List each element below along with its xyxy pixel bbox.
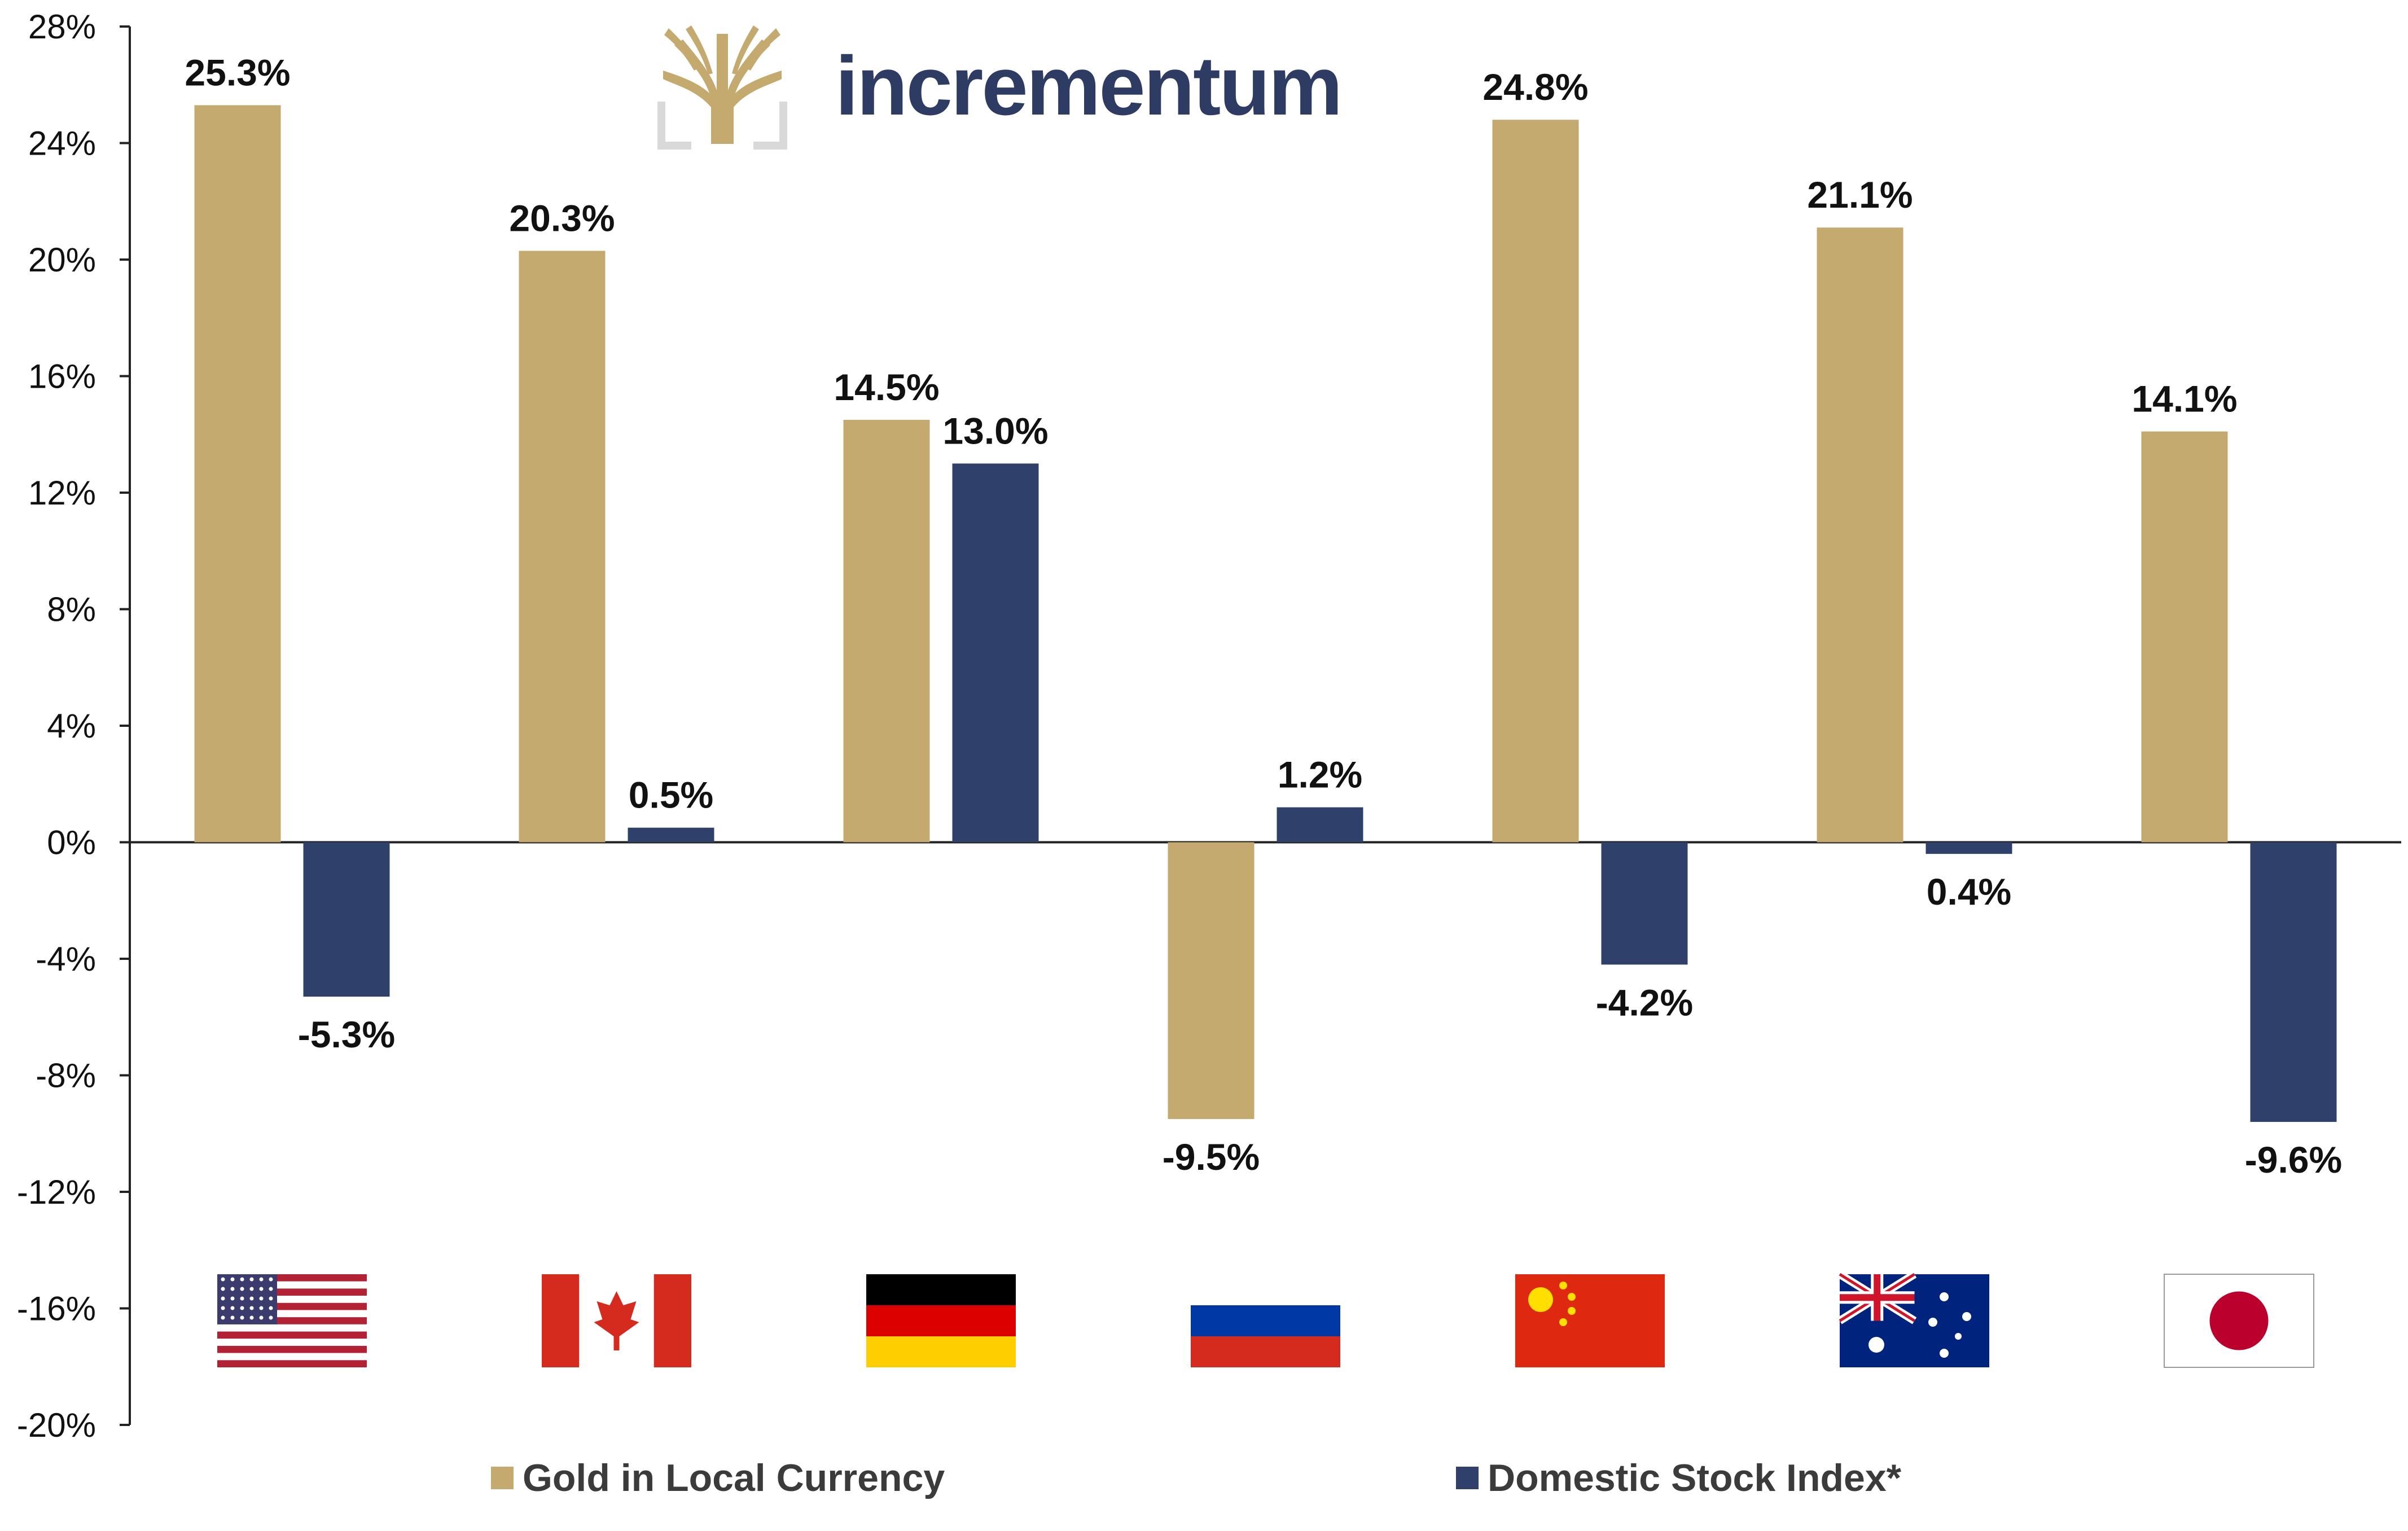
stock-data-label-4: 1.2% [1278,754,1362,796]
stock-bar-7 [2250,842,2337,1122]
y-tick-label: -4% [36,940,96,978]
stock-bar-3 [952,463,1039,843]
gold-data-label-1: 25.3% [185,51,290,93]
data-labels: 25.3% -5.3% 20.3% 0.5% 14.5%13.0% -9.5% 1.2% 24… [185,51,2342,1181]
gold-data-label-5: 24.8% [1482,66,1588,108]
y-tick-label: 12% [28,474,96,512]
gold-data-label-4: -9.5% [1163,1136,1260,1178]
legend-gold-label: Gold in Local Currency [523,1457,945,1499]
stock-data-label-2: 0.5% [629,774,713,816]
stock-data-label-6: 0.4% [1927,871,2011,913]
legend-gold-swatch [491,1467,514,1489]
legend-gold: Gold in Local Currency [491,1456,945,1500]
australia-flag-icon [1837,1271,1989,1367]
gold-data-label-7: 14.1% [2131,378,2237,420]
gold-bar-4 [1168,842,1255,1119]
canada-flag-icon [542,1274,691,1367]
china-flag-icon [1515,1274,1665,1367]
y-axis: 28% 24% 20% 16% 12% 8% 4% 0% -4% -8% -12% -16% -20% [17,8,2401,1444]
russia-flag-icon [1191,1274,1340,1367]
stock-data-label-3: 13.0% [942,410,1048,451]
stock-bar-1 [303,842,390,997]
stock-data-label-5: -4.2% [1596,981,1693,1023]
tree-logo-icon [657,25,787,150]
gold-bar-6 [1817,227,1903,843]
legend-stock-swatch [1456,1467,1479,1489]
y-tick-label: 24% [28,125,96,163]
gold-bar-1 [194,105,281,843]
stock-data-label-1: -5.3% [298,1014,395,1055]
incrementum-logo: incrementum [657,23,1343,150]
stock-bar-5 [1601,842,1688,965]
legend-stock: Domestic Stock Index* [1456,1456,1901,1500]
bars [194,105,2337,1122]
gold-bar-3 [843,419,930,843]
stock-bar-2 [628,827,714,843]
y-tick-label: 16% [28,358,96,396]
flag-row [217,1271,2314,1368]
y-tick-label: -16% [17,1290,96,1328]
stock-bar-4 [1277,807,1363,843]
legend-stock-label: Domestic Stock Index* [1488,1457,1902,1499]
y-tick-label: -12% [17,1173,96,1211]
brand-name: incrementum [835,40,1343,133]
y-tick-label: 0% [47,824,96,862]
gold-data-label-2: 20.3% [509,198,615,239]
y-tick-label: 8% [47,591,96,629]
stock-data-label-7: -9.6% [2245,1139,2342,1181]
germany-flag-icon [866,1274,1016,1367]
gold-data-label-3: 14.5% [834,366,939,408]
gold-data-label-6: 21.1% [1807,174,1913,216]
us-flag-icon [217,1274,367,1367]
japan-flag-icon [2164,1274,2314,1368]
y-tick-label: -8% [36,1057,96,1095]
y-tick-label: 4% [47,707,96,745]
y-tick-label: 28% [28,8,96,46]
gold-bar-5 [1492,120,1579,843]
gold-bar-7 [2141,431,2228,843]
y-tick-label: 20% [28,241,96,279]
gold-bar-2 [519,251,606,843]
stock-bar-6 [1925,842,2012,854]
y-tick-label: -20% [17,1406,96,1444]
